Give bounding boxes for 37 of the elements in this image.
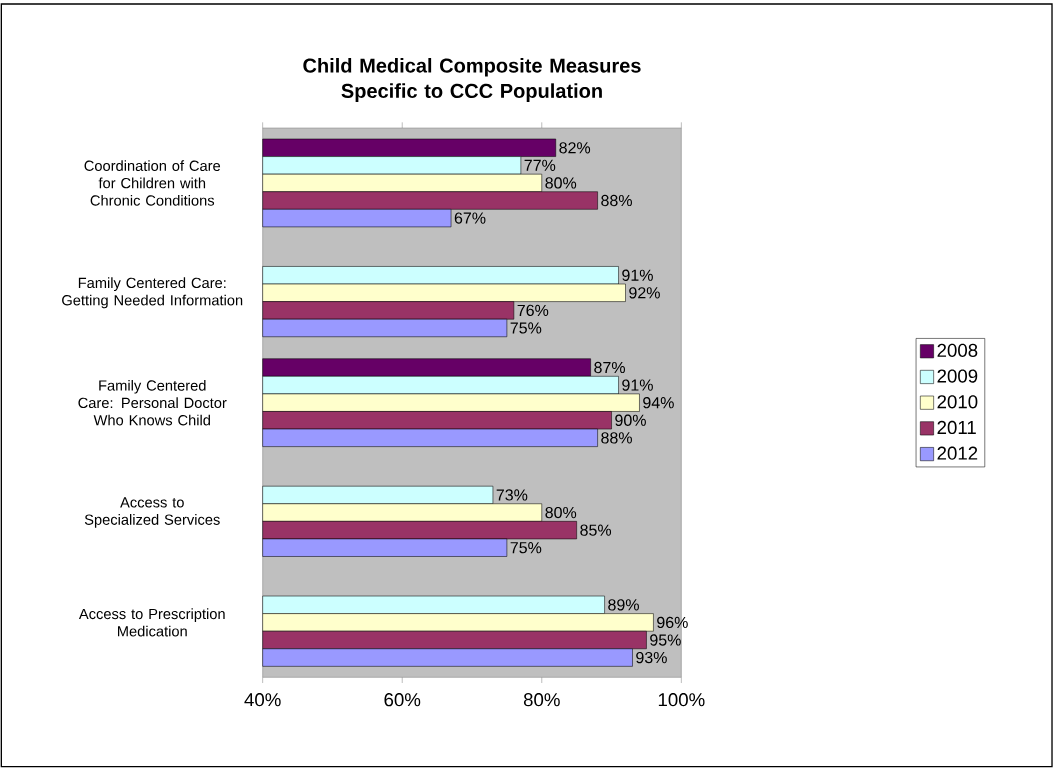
data-label: 89%: [608, 599, 639, 611]
data-label: 94%: [643, 397, 674, 409]
legend-label: 2009: [937, 369, 978, 383]
data-label: 91%: [622, 269, 653, 281]
data-label: 85%: [580, 524, 612, 536]
x-tick-label: 80%: [523, 693, 560, 707]
data-label: 75%: [510, 322, 542, 334]
legend-label: 2011: [937, 420, 976, 435]
data-label: 80%: [545, 177, 577, 189]
data-label: 67%: [454, 212, 486, 224]
data-label: 87%: [594, 361, 626, 374]
data-label: 75%: [510, 542, 542, 554]
y-tick-label: Coordination of Care for Children with Chronic Conditions: [84, 160, 221, 206]
legend-label: 2010: [937, 395, 978, 409]
x-tick-label: 60%: [384, 693, 421, 707]
data-label: 92%: [629, 287, 660, 299]
data-label: 77%: [524, 159, 556, 171]
data-label: 80%: [545, 506, 577, 519]
y-tick-label: Family Centered Care: Personal Doctor Who Knows Child: [78, 379, 227, 426]
data-label: 88%: [601, 432, 632, 444]
legend-label: 2012: [937, 446, 978, 460]
data-label: 90%: [615, 414, 646, 426]
legend-label: 2008: [937, 343, 978, 357]
data-label: 73%: [496, 489, 528, 501]
y-tick-label: Family Centered Care: Getting Needed Information: [62, 277, 243, 309]
x-tick-label: 100%: [658, 693, 705, 707]
data-label: 95%: [650, 634, 681, 646]
data-label: 82%: [559, 142, 591, 154]
y-tick-label: Access to Prescription Medication: [78, 608, 225, 637]
x-tick-label: 40%: [244, 693, 281, 707]
data-label: 76%: [517, 304, 549, 317]
y-tick-label: Access to Specialized Services: [84, 497, 220, 528]
data-label: 91%: [622, 379, 653, 391]
chart-title: Child Medical Composite Measures Specific to CCC Population: [303, 57, 641, 102]
data-label: 96%: [657, 616, 688, 629]
data-label: 88%: [601, 194, 632, 207]
data-label: 93%: [636, 651, 667, 664]
